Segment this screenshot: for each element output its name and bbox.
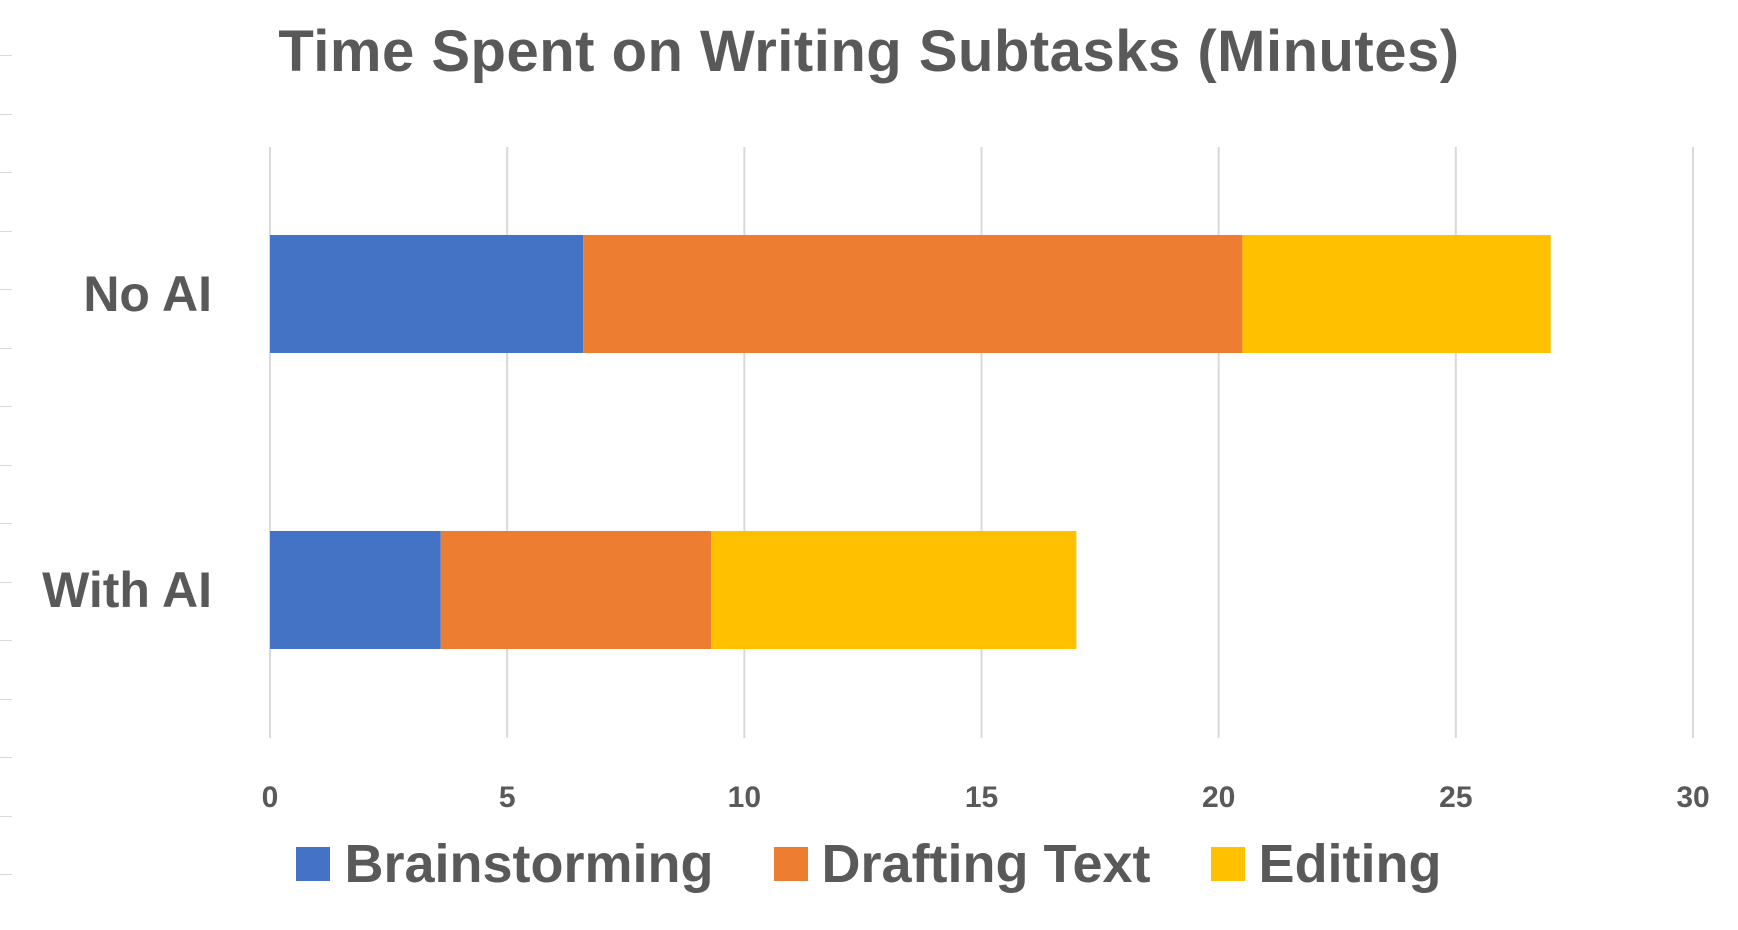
bar-segment-drafting-text <box>583 235 1243 353</box>
edge-mark <box>0 640 12 641</box>
x-tick-label: 25 <box>1439 781 1472 814</box>
x-tick-label: 5 <box>499 781 516 814</box>
legend-item: Drafting Text <box>773 833 1151 895</box>
legend-label: Brainstorming <box>344 834 714 894</box>
bar-segment-brainstorming <box>270 235 584 353</box>
legend-label: Drafting Text <box>821 834 1151 894</box>
bar-segment-editing <box>711 531 1077 649</box>
x-tick-label: 10 <box>728 781 761 814</box>
edge-mark <box>0 231 12 232</box>
edge-mark <box>0 523 12 524</box>
edge-mark <box>0 816 12 817</box>
edge-mark <box>0 114 12 115</box>
legend-swatch <box>1210 847 1245 881</box>
category-label: With AI <box>42 562 212 618</box>
edge-mark <box>0 55 12 56</box>
edge-mark <box>0 874 12 875</box>
bar-segment-editing <box>1242 235 1551 353</box>
edge-mark <box>0 172 12 173</box>
category-label: No AI <box>83 266 212 322</box>
legend-swatch <box>296 847 331 881</box>
legend-label: Editing <box>1258 834 1442 894</box>
edge-mark <box>0 699 12 700</box>
legend: Brainstorming Drafting Text Editing <box>0 833 1738 895</box>
legend-item: Brainstorming <box>296 833 714 895</box>
x-tick-label: 0 <box>262 781 279 814</box>
x-tick-label: 20 <box>1202 781 1235 814</box>
edge-mark <box>0 289 12 290</box>
edge-mark <box>0 757 12 758</box>
x-tick-label: 15 <box>965 781 998 814</box>
edge-mark <box>0 465 12 466</box>
chart-title: Time Spent on Writing Subtasks (Minutes) <box>278 19 1460 84</box>
edge-mark <box>0 582 12 583</box>
legend-swatch <box>773 847 808 881</box>
bar-segment-drafting-text <box>440 531 712 649</box>
bar-segment-brainstorming <box>270 531 441 649</box>
edge-mark <box>0 348 12 349</box>
x-tick-label: 30 <box>1676 781 1709 814</box>
legend-item: Editing <box>1210 833 1442 895</box>
edge-mark <box>0 406 12 407</box>
